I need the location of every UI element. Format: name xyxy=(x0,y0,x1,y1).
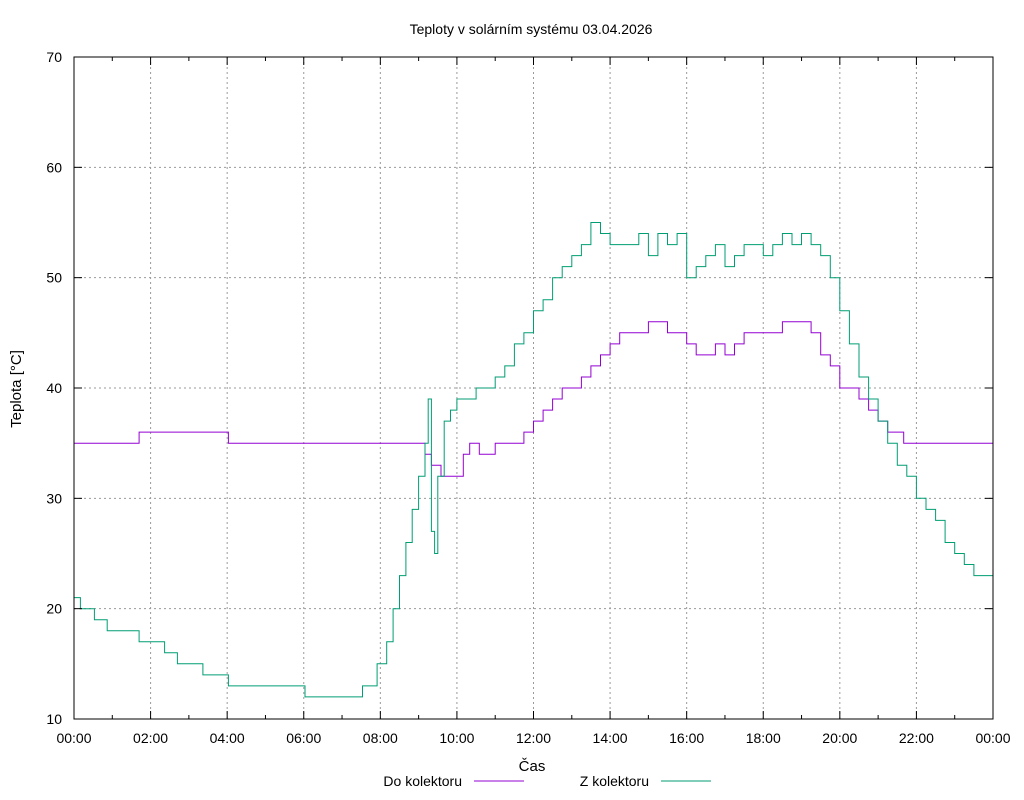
series-layer xyxy=(74,222,994,698)
y-tick-label: 50 xyxy=(46,270,62,286)
series-line-z-kolektoru xyxy=(74,222,994,698)
y-tick-label: 40 xyxy=(46,380,62,396)
series-line-do-kolektoru xyxy=(74,321,993,477)
x-tick-label: 04:00 xyxy=(210,730,245,746)
x-tick-label: 22:00 xyxy=(899,730,934,746)
legend-label-do-kolektoru: Do kolektoru xyxy=(383,773,462,789)
x-tick-label: 00:00 xyxy=(56,730,91,746)
x-tick-label: 02:00 xyxy=(133,730,168,746)
y-tick-label: 60 xyxy=(46,159,62,175)
legend-label-z-kolektoru: Z kolektoru xyxy=(580,773,649,789)
y-axis-label: Teplota [°C] xyxy=(8,350,25,428)
x-tick-label: 08:00 xyxy=(363,730,398,746)
x-tick-label: 16:00 xyxy=(669,730,704,746)
x-tick-label: 14:00 xyxy=(593,730,628,746)
chart-title: Teploty v solárním systému 03.04.2026 xyxy=(410,21,653,37)
x-tick-label: 10:00 xyxy=(439,730,474,746)
y-tick-label: 20 xyxy=(46,601,62,617)
y-tick-label: 10 xyxy=(46,711,62,727)
x-tick-label: 12:00 xyxy=(516,730,551,746)
x-axis-tick-labels: 00:00 02:00 04:00 06:00 08:00 10:00 12:00 14:00… xyxy=(56,730,1010,746)
x-tick-label: 06:00 xyxy=(286,730,321,746)
x-tick-label: 00:00 xyxy=(975,730,1010,746)
x-tick-label: 20:00 xyxy=(822,730,857,746)
y-axis-tick-labels: 10 20 30 40 50 60 70 xyxy=(46,49,62,727)
y-tick-label: 70 xyxy=(46,49,62,65)
y-tick-label: 30 xyxy=(46,490,62,506)
x-axis-label: Čas xyxy=(519,758,546,775)
x-tick-label: 18:00 xyxy=(746,730,781,746)
axis-ticks xyxy=(73,56,994,720)
legend: Do kolektoru Z kolektoru xyxy=(383,773,711,789)
